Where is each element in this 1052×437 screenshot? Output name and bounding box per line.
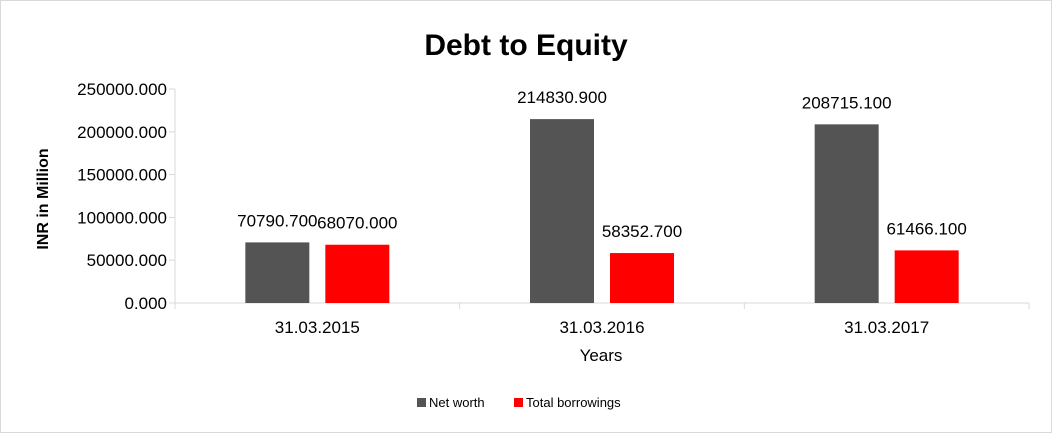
legend-label: Total borrowings [526,395,621,410]
y-tick-label: 200000.000 [77,123,167,142]
legend: Net worth Total borrowings [417,395,621,410]
bar [610,253,674,303]
legend-swatch [514,398,523,407]
y-tick-label: 250000.000 [77,80,167,99]
x-tick-label: 31.03.2017 [844,318,929,337]
data-label: 58352.700 [602,222,682,241]
bar [894,250,959,303]
y-axis: 0.000 50000.000 100000.000 150000.000 200000… [77,80,176,313]
data-label: 208715.100 [802,93,892,112]
y-tick-label: 50000.000 [87,251,167,270]
y-axis-label: INR in Million [35,148,52,249]
x-axis: 31.03.2015 31.03.2016 31.03.2017 [174,302,1030,337]
x-axis-label: Years [580,346,623,365]
legend-swatch [417,398,426,407]
bar [814,124,879,303]
y-tick-label: 150000.000 [77,166,167,185]
plot-area: 70790.700 214830.900 208715.100 68070.000 58… [237,88,967,303]
data-label: 70790.700 [237,211,317,230]
bar [530,119,594,303]
data-label: 68070.000 [317,214,397,233]
data-label: 214830.900 [517,88,607,107]
y-tick-label: 0.000 [124,294,167,313]
legend-label: Net worth [429,395,485,410]
y-tick-label: 100000.000 [77,208,167,227]
x-tick-label: 31.03.2015 [275,318,360,337]
bar [245,242,310,303]
x-tick-label: 31.03.2016 [559,318,644,337]
chart-title: Debt to Equity [424,29,628,62]
bar [325,244,390,303]
data-label: 61466.100 [886,219,966,238]
